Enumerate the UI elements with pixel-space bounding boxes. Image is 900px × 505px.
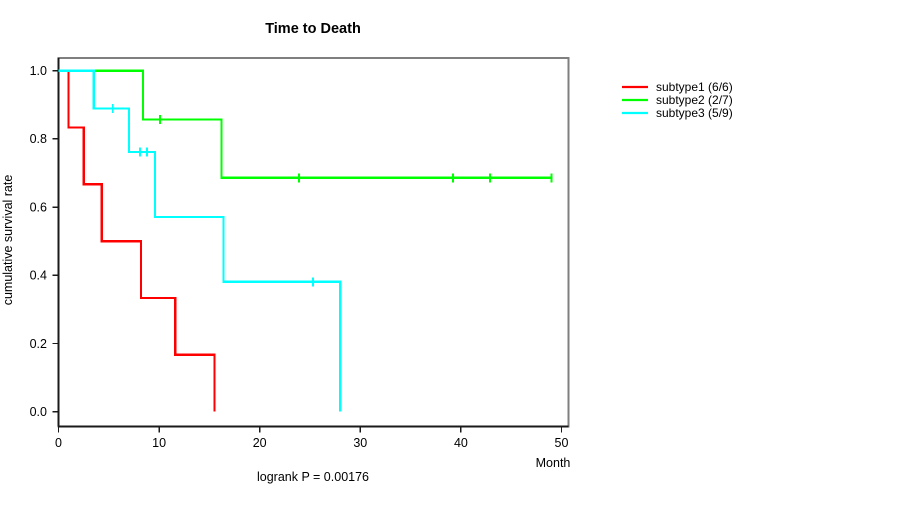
legend-item-subtype3: subtype3 (5/9) <box>622 106 733 120</box>
y-tick-label: 0.8 <box>30 132 47 146</box>
y-tick-label: 0.4 <box>30 269 47 283</box>
legend-item-subtype2: subtype2 (2/7) <box>622 93 733 107</box>
y-axis-label: cumulative survival rate <box>1 175 15 306</box>
x-tick-label: 50 <box>555 436 569 450</box>
x-tick-label: 30 <box>353 436 367 450</box>
chart-title: Time to Death <box>265 21 361 37</box>
y-tick-label: 0.2 <box>30 337 47 351</box>
y-axis-ticks: 1.0 0.8 0.6 0.4 0.2 0.0 <box>30 64 59 419</box>
y-tick-label: 0.6 <box>30 200 47 214</box>
curve-subtype1 <box>58 69 216 412</box>
x-tick-label: 20 <box>253 436 267 450</box>
legend-label-subtype3: subtype3 (5/9) <box>656 106 733 120</box>
curve-subtype3 <box>58 69 342 412</box>
x-tick-label: 0 <box>55 436 62 450</box>
legend-item-subtype1: subtype1 (6/6) <box>622 80 733 94</box>
x-tick-label: 40 <box>454 436 468 450</box>
x-axis-ticks: 0 10 20 30 40 50 <box>55 426 569 450</box>
logrank-pvalue-text: logrank P = 0.00176 <box>257 470 369 484</box>
legend-label-subtype1: subtype1 (6/6) <box>656 80 733 94</box>
legend: subtype1 (6/6) subtype2 (2/7) subtype3 (… <box>622 80 733 120</box>
x-axis-label: Month <box>536 456 571 470</box>
x-tick-label: 10 <box>152 436 166 450</box>
y-tick-label: 0.0 <box>30 405 47 419</box>
survival-curves <box>58 69 553 412</box>
legend-label-subtype2: subtype2 (2/7) <box>656 93 733 107</box>
y-tick-label: 1.0 <box>30 64 47 78</box>
curve-subtype2 <box>58 69 552 179</box>
